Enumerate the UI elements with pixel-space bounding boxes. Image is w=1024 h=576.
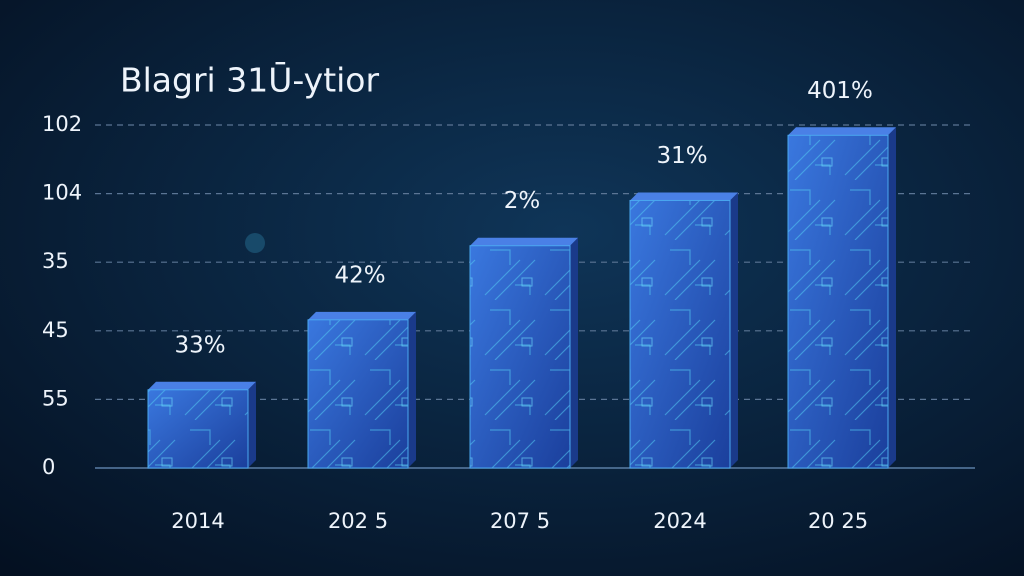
bar-top [470, 237, 578, 246]
bar-top [788, 127, 896, 136]
annotation: 33% [174, 332, 225, 358]
y-tick-label: 0 [42, 455, 55, 479]
annotation: 31% [656, 143, 707, 169]
bar-pattern [469, 245, 571, 469]
annotation: 42% [334, 262, 385, 288]
bar-side [248, 381, 256, 468]
bar-side [408, 311, 416, 468]
bar-pattern [629, 199, 731, 469]
x-tick-label: 2024 [653, 509, 706, 533]
bar-pattern [307, 319, 409, 469]
annotation: 2% [504, 188, 541, 214]
bar-top [308, 311, 416, 320]
bar-side [730, 192, 738, 468]
y-tick-label: 55 [42, 386, 69, 410]
chart-title: Blagri 31Ū-ytior [120, 61, 380, 100]
x-tick-label: 202 5 [328, 509, 388, 533]
y-tick-label: 45 [42, 318, 69, 342]
annotation: 401% [807, 78, 873, 104]
y-tick-label: 102 [42, 112, 82, 136]
bar-top [630, 192, 738, 201]
x-tick-label: 207 5 [490, 509, 550, 533]
bar-side [570, 237, 578, 468]
bar-pattern [787, 134, 889, 469]
y-tick-label: 35 [42, 249, 69, 273]
x-tick-label: 20 25 [808, 509, 868, 533]
bar-top [148, 381, 256, 390]
x-tick-label: 2014 [171, 509, 224, 533]
decoration [245, 233, 265, 253]
bar-pattern [147, 389, 249, 469]
y-tick-label: 104 [42, 181, 82, 205]
bar-side [888, 127, 896, 469]
